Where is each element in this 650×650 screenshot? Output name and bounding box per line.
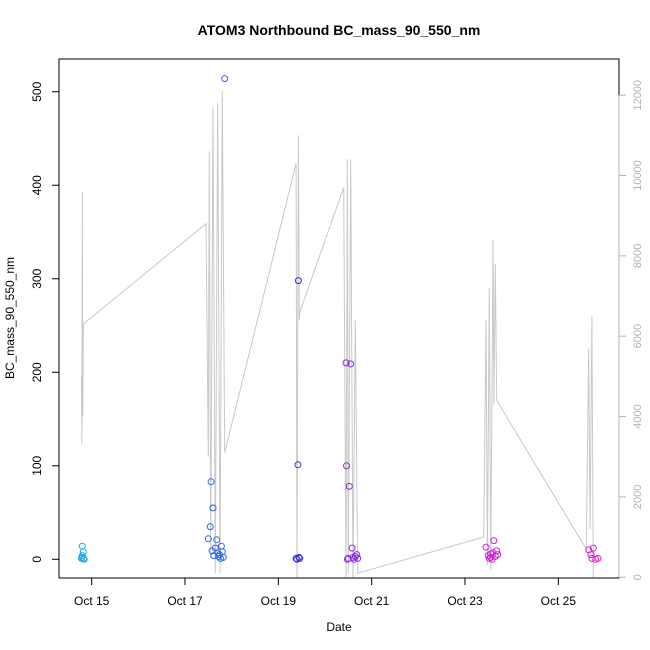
- data-point: [295, 553, 303, 561]
- data-point: [207, 478, 215, 486]
- y2-tick-label: 6000: [632, 324, 644, 348]
- y-tick-label: 200: [30, 362, 44, 382]
- data-point: [485, 554, 493, 562]
- data-point: [78, 553, 86, 561]
- secondary-series-line: [80, 91, 594, 578]
- data-point: [343, 462, 350, 470]
- data-point: [209, 504, 217, 512]
- x-tick-label: Oct 25: [541, 594, 577, 608]
- data-point: [217, 542, 225, 550]
- data-point: [353, 551, 361, 559]
- data-point: [490, 537, 498, 545]
- data-points-layer: [77, 75, 602, 563]
- x-tick-label: Oct 23: [447, 594, 483, 608]
- chart-title: ATOM3 Northbound BC_mass_90_550_nm: [198, 22, 481, 38]
- data-point: [594, 554, 602, 562]
- y2-tick-label: 0: [632, 574, 644, 580]
- x-tick-label: Oct 19: [261, 594, 297, 608]
- data-point: [587, 551, 595, 559]
- y-tick-label: 100: [30, 455, 44, 475]
- data-point: [482, 543, 490, 551]
- y-tick-label: 400: [30, 175, 44, 195]
- y2-tick-label: 8000: [632, 244, 644, 268]
- data-point: [487, 550, 495, 558]
- data-point: [214, 549, 222, 557]
- x-tick-label: Oct 17: [167, 594, 203, 608]
- x-tick-label: Oct 21: [354, 594, 390, 608]
- y-axis-left: 0 100 200 300 400 500: [30, 81, 60, 563]
- data-point: [219, 553, 227, 561]
- data-point: [493, 547, 501, 555]
- y-axis-label: BC_mass_90_550_nm: [3, 257, 17, 379]
- secondary-series-line-layer: [80, 91, 594, 578]
- x-tick-label: Oct 15: [74, 594, 110, 608]
- data-point: [221, 75, 229, 83]
- y-tick-label: 0: [30, 556, 44, 563]
- data-point: [345, 482, 353, 490]
- y2-tick-label: 10000: [632, 160, 644, 191]
- y-axis-right: 0 2000 4000 6000 8000 10000 12000: [618, 80, 644, 580]
- plot-area-frame: [58, 58, 620, 579]
- y2-tick-label: 2000: [632, 485, 644, 509]
- data-point: [342, 359, 350, 367]
- data-point: [354, 554, 362, 562]
- y2-tick-label: 4000: [632, 404, 644, 428]
- y-tick-label: 500: [30, 81, 44, 101]
- data-point: [79, 548, 87, 556]
- data-point: [204, 535, 212, 543]
- y-tick-label: 300: [30, 268, 44, 288]
- x-axis-label: Date: [326, 620, 352, 634]
- data-point: [343, 555, 351, 563]
- y2-tick-label: 12000: [632, 80, 644, 111]
- data-point: [296, 554, 304, 562]
- data-point: [348, 544, 356, 552]
- data-point: [589, 544, 597, 552]
- data-point: [294, 461, 302, 469]
- data-point: [494, 551, 502, 559]
- x-axis: Oct 15 Oct 17 Oct 19 Oct 21 Oct 23 Oct 25: [74, 577, 577, 608]
- data-point: [206, 523, 214, 531]
- data-point: [347, 360, 355, 368]
- data-point: [78, 542, 86, 550]
- data-point: [213, 536, 221, 544]
- data-point: [293, 555, 301, 563]
- data-point: [294, 277, 302, 285]
